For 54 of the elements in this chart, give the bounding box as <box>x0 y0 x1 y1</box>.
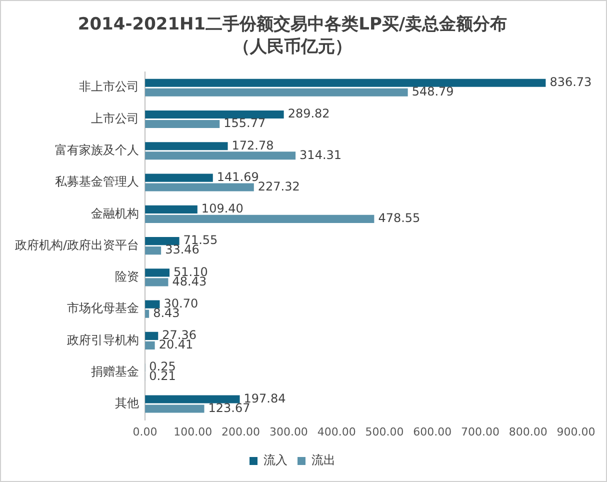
bar <box>145 278 168 286</box>
y-tick-label: 捐赠基金 <box>91 364 140 378</box>
bar <box>145 120 220 128</box>
y-tick-label: 富有家族及个人 <box>55 143 140 158</box>
x-tick-label: 200.00 <box>222 425 260 438</box>
bar <box>145 183 254 192</box>
data-label: 836.73 <box>550 75 592 89</box>
x-tick-label: 400.00 <box>317 425 356 438</box>
bar <box>145 268 170 277</box>
y-tick-label: 险资 <box>115 270 140 284</box>
x-tick-label: 700.00 <box>460 425 500 438</box>
bar <box>145 300 160 308</box>
data-label: 155.77 <box>224 116 266 130</box>
x-tick-label: 800.00 <box>508 425 548 438</box>
y-tick-label: 其他 <box>115 396 140 410</box>
chart-title: 2014-2021H1二手份额交易中各类LP买/卖总金额分布 <box>78 14 508 35</box>
bar <box>145 332 158 340</box>
y-tick-label: 政府机构/政府出资平台 <box>14 238 140 252</box>
bar <box>145 110 284 119</box>
x-tick-label: 100.00 <box>174 425 212 438</box>
data-label: 478.55 <box>378 211 420 226</box>
legend-label: 流出 <box>312 453 336 468</box>
data-label: 289.82 <box>288 106 330 121</box>
x-tick-label: 300.00 <box>269 425 308 438</box>
data-label: 227.32 <box>258 179 300 194</box>
bar <box>145 174 213 182</box>
x-tick-label: 900.00 <box>556 425 596 438</box>
data-label: 314.31 <box>300 148 342 162</box>
bar <box>145 214 374 223</box>
data-label: 548.79 <box>412 84 454 98</box>
bar <box>145 246 162 255</box>
bar <box>145 237 180 246</box>
y-tick-label: 非上市公司 <box>79 80 140 94</box>
data-label: 109.40 <box>201 202 244 216</box>
bar <box>145 404 204 413</box>
y-tick-label: 上市公司 <box>91 111 140 126</box>
x-tick-label: 0.00 <box>132 425 158 438</box>
legend-label: 流入 <box>264 453 288 468</box>
bar <box>145 395 240 404</box>
y-tick-label: 市场化母基金 <box>67 301 140 316</box>
y-tick-label: 政府引导机构 <box>67 332 140 347</box>
data-label: 172.78 <box>232 138 274 152</box>
data-label: 141.69 <box>216 170 259 184</box>
bar <box>145 88 408 96</box>
x-tick-label: 500.00 <box>365 425 404 438</box>
chart-subtitle: （人民币亿元） <box>233 37 352 58</box>
x-tick-label: 600.00 <box>413 425 452 438</box>
y-tick-label: 私募基金管理人 <box>55 174 140 189</box>
bar <box>145 78 546 87</box>
y-tick-label: 金融机构 <box>91 206 140 220</box>
bar <box>145 205 198 214</box>
bar <box>145 142 228 150</box>
bar <box>145 152 296 160</box>
bar <box>145 341 155 350</box>
